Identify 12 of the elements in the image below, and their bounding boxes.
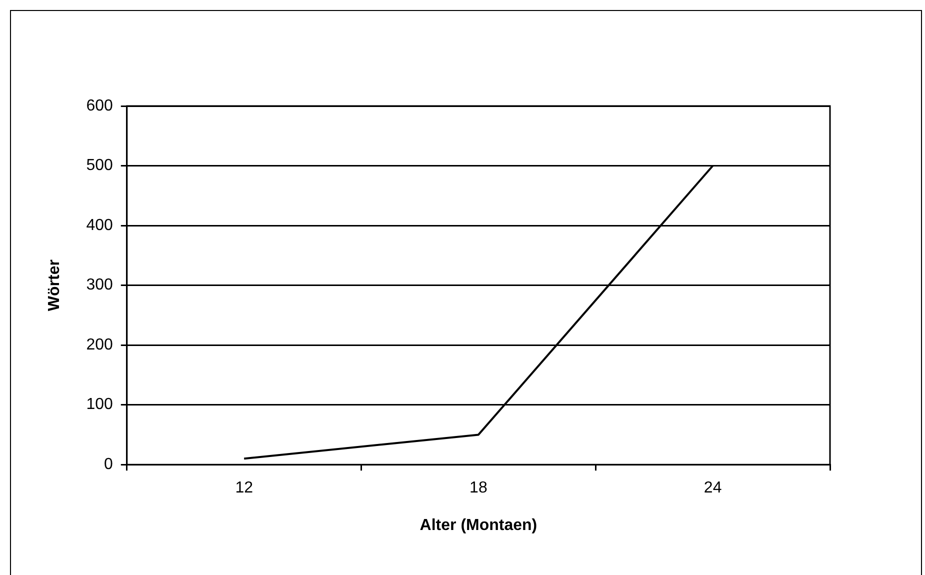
x-tick-label: 18	[470, 480, 488, 497]
x-axis-title: Alter (Montaen)	[420, 516, 538, 534]
y-tick-label: 300	[86, 276, 113, 294]
y-tick-label: 600	[86, 97, 113, 114]
x-tick-label: 24	[704, 480, 722, 497]
x-tick-label: 12	[235, 480, 254, 497]
y-tick-label: 100	[86, 396, 113, 414]
y-tick-label: 0	[104, 456, 113, 474]
y-tick-label: 400	[86, 216, 113, 234]
y-axis-title: Wörter	[46, 260, 64, 312]
y-tick-label: 500	[86, 157, 113, 174]
y-tick-label: 200	[86, 336, 113, 354]
